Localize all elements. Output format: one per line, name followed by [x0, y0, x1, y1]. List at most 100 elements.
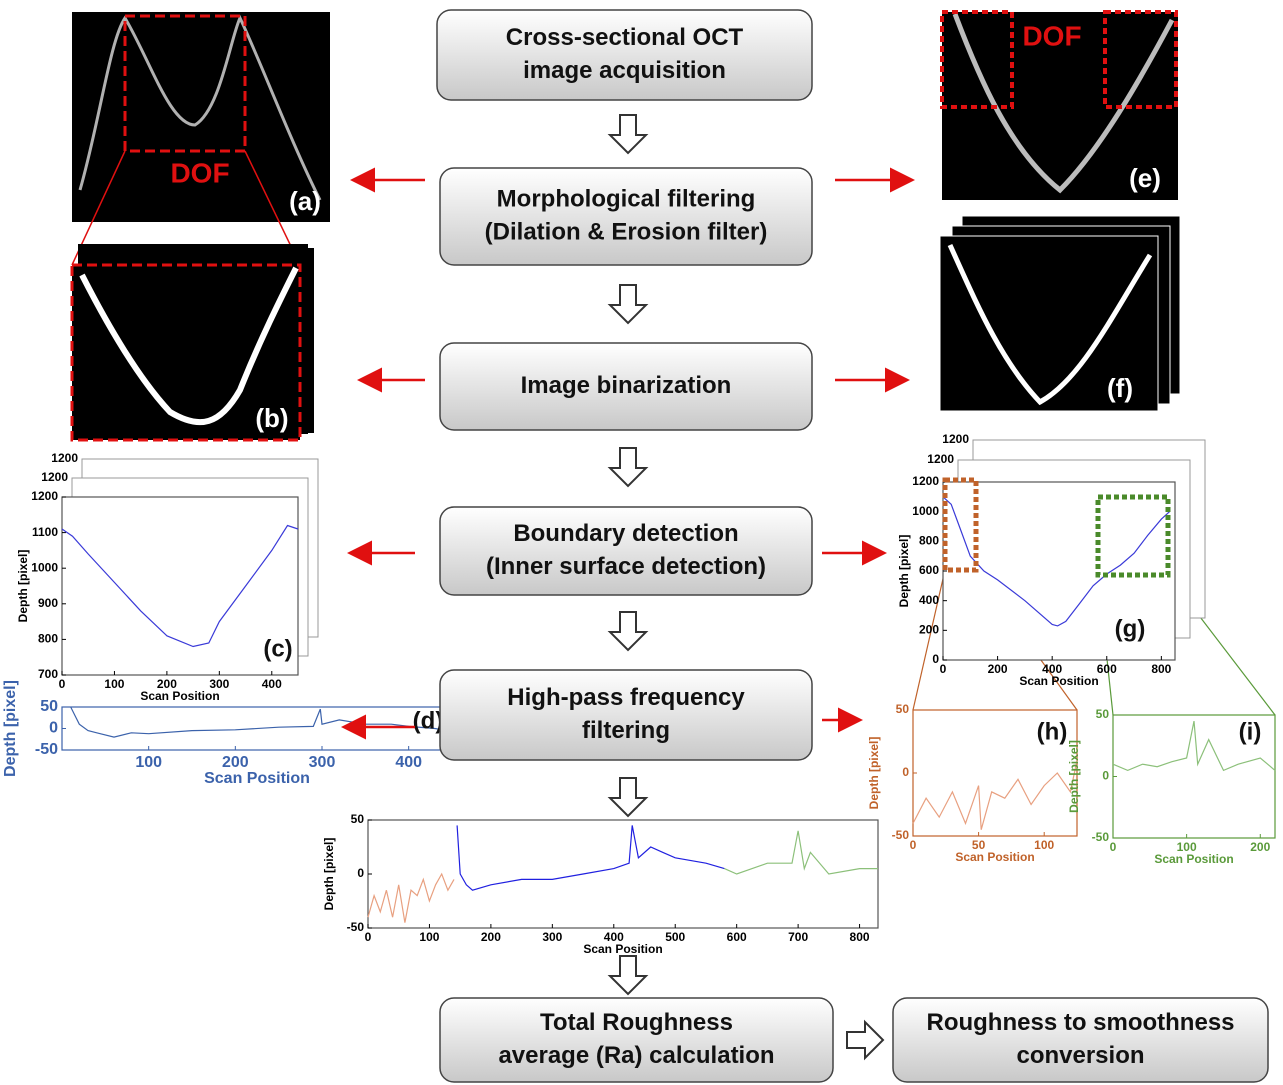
- panel-f: (f): [940, 216, 1180, 411]
- step-box: [440, 168, 812, 265]
- x-tick-label: 200: [222, 754, 249, 771]
- panel-label: (b): [255, 403, 288, 433]
- panel-label: (g): [1115, 615, 1146, 642]
- y-tick-label: 0: [932, 652, 939, 666]
- x-tick-label: 800: [850, 930, 870, 944]
- x-tick-label: 300: [309, 754, 336, 771]
- stack-label: 1200: [41, 470, 68, 484]
- y-tick-label: 700: [38, 667, 58, 681]
- x-axis-label: Scan Position: [204, 770, 310, 787]
- x-axis-label: Scan Position: [1154, 852, 1233, 866]
- y-tick-label: 400: [919, 593, 939, 607]
- y-tick-label: 0: [902, 765, 909, 779]
- stack-label: 1200: [927, 452, 954, 466]
- x-tick-label: 0: [59, 677, 66, 691]
- y-tick-label: 1000: [31, 560, 58, 574]
- x-tick-label: 100: [419, 930, 439, 944]
- y-axis-label: Depth [pixel]: [16, 550, 30, 623]
- step-text: average (Ra) calculation: [498, 1042, 774, 1069]
- step-text: Cross-sectional OCT: [506, 24, 744, 51]
- x-tick-label: 600: [1097, 662, 1117, 676]
- step-text: Total Roughness: [540, 1009, 733, 1036]
- flow-arrow: [610, 956, 646, 994]
- x-axis-label: Scan Position: [1019, 674, 1098, 688]
- y-tick-label: 900: [38, 596, 58, 610]
- step-text: High-pass frequency: [507, 684, 745, 711]
- y-tick-label: -50: [892, 828, 910, 842]
- y-tick-label: 50: [351, 812, 365, 826]
- x-tick-label: 0: [365, 930, 372, 944]
- step-text: (Dilation & Erosion filter): [485, 218, 768, 245]
- panel-label: (e): [1129, 163, 1161, 193]
- y-tick-label: 0: [1102, 769, 1109, 783]
- y-axis-label: Depth [pixel]: [1067, 740, 1081, 813]
- x-tick-label: 400: [395, 754, 422, 771]
- x-tick-label: 300: [542, 930, 562, 944]
- panel-label: (f): [1107, 373, 1133, 403]
- y-axis-label: Depth [pixel]: [2, 680, 19, 777]
- x-tick-label: 100: [104, 677, 124, 691]
- x-tick-label: 200: [1250, 840, 1270, 854]
- y-axis-label: Depth [pixel]: [867, 737, 881, 810]
- flow-arrow: [610, 778, 646, 816]
- x-axis-label: Scan Position: [955, 850, 1034, 864]
- step-text: filtering: [582, 717, 670, 744]
- y-tick-label: 200: [919, 623, 939, 637]
- flow-arrow: [847, 1022, 883, 1058]
- x-axis-label: Scan Position: [583, 942, 662, 956]
- panel-label: (a): [289, 186, 321, 216]
- y-tick-label: -50: [1092, 830, 1110, 844]
- plot-frame: [368, 820, 878, 928]
- y-tick-label: 600: [919, 563, 939, 577]
- x-tick-label: 500: [665, 930, 685, 944]
- y-axis-label: Depth [pixel]: [322, 838, 336, 911]
- y-tick-label: 0: [357, 866, 364, 880]
- x-tick-label: 0: [940, 662, 947, 676]
- x-tick-label: 100: [1034, 838, 1054, 852]
- flow-arrow: [610, 115, 646, 153]
- y-tick-label: 800: [919, 534, 939, 548]
- step-text: image acquisition: [523, 57, 726, 84]
- x-tick-label: 800: [1151, 662, 1171, 676]
- step-text: Image binarization: [521, 372, 732, 399]
- y-tick-label: 800: [38, 632, 58, 646]
- x-tick-label: 0: [910, 838, 917, 852]
- y-tick-label: 1100: [32, 525, 58, 539]
- y-tick-label: 0: [49, 720, 58, 737]
- panel-label: (d): [413, 707, 444, 734]
- step-text: Morphological filtering: [497, 185, 756, 212]
- x-tick-label: 100: [135, 754, 162, 771]
- panel-label: (h): [1037, 718, 1068, 745]
- y-tick-label: 50: [896, 702, 910, 716]
- y-tick-label: 50: [1096, 707, 1110, 721]
- step-text: Roughness to smoothness: [926, 1009, 1234, 1036]
- y-tick-label: 50: [40, 698, 58, 715]
- panel-b: (b): [72, 244, 314, 440]
- x-tick-label: 200: [481, 930, 501, 944]
- flow-arrow: [610, 285, 646, 323]
- dof-label: DOF: [170, 157, 229, 188]
- x-tick-label: 400: [262, 677, 282, 691]
- figure: DOF (a) (b) DOF (e) (f) 1200 1200 0 100 200 3…: [0, 0, 1283, 1085]
- step-text: conversion: [1016, 1042, 1144, 1069]
- y-tick-label: 1000: [912, 504, 939, 518]
- y-tick-label: -50: [347, 920, 365, 934]
- flow-arrow: [610, 448, 646, 486]
- x-tick-label: 700: [788, 930, 808, 944]
- y-tick-label: 1200: [912, 474, 939, 488]
- x-tick-label: 600: [727, 930, 747, 944]
- flow-arrow: [610, 612, 646, 650]
- x-axis-label: Scan Position: [140, 689, 219, 703]
- y-tick-label: -50: [35, 741, 58, 758]
- dof-label: DOF: [1022, 20, 1081, 51]
- x-tick-label: 200: [988, 662, 1008, 676]
- panel-label: (c): [263, 635, 292, 662]
- y-tick-label: 1200: [31, 489, 58, 503]
- stack-label: 1200: [51, 451, 78, 465]
- step-text: (Inner surface detection): [486, 553, 766, 580]
- step-text: Boundary detection: [513, 520, 738, 547]
- panel-e: DOF (e): [942, 12, 1178, 200]
- y-axis-label: Depth [pixel]: [897, 535, 911, 608]
- panel-label: (i): [1239, 718, 1262, 745]
- x-tick-label: 0: [1110, 840, 1117, 854]
